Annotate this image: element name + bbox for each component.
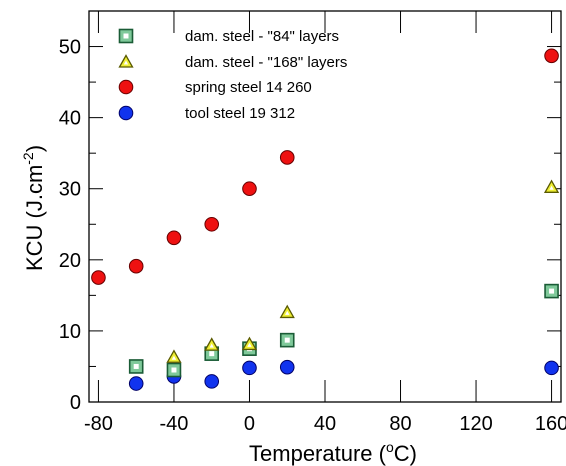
legend-label: spring steel 14 260 xyxy=(185,79,312,96)
data-point xyxy=(544,283,559,299)
data-point xyxy=(242,360,257,376)
y-tick-label: 30 xyxy=(59,179,81,201)
data-point xyxy=(128,359,144,374)
data-point xyxy=(543,179,560,193)
data-point xyxy=(279,332,295,348)
data-point xyxy=(128,376,144,391)
y-axis-title: KCU (J.cm-2) xyxy=(20,145,47,271)
x-tick-label: 40 xyxy=(314,413,336,435)
marker-triangle-center xyxy=(247,342,252,347)
y-tick-label: 20 xyxy=(59,250,81,272)
marker-triangle-center xyxy=(285,310,290,315)
marker-square-center xyxy=(284,337,290,343)
data-point xyxy=(166,230,182,246)
marker-triangle-center xyxy=(209,343,214,348)
legend-label: tool steel 19 312 xyxy=(185,105,295,122)
legend-label: dam. steel - "168" layers xyxy=(185,54,347,71)
data-point xyxy=(166,349,182,363)
marker-triangle-center xyxy=(171,355,177,360)
x-tick-label: 120 xyxy=(459,413,492,435)
y-tick-label: 10 xyxy=(59,321,81,343)
x-tick-label: -80 xyxy=(84,413,113,435)
marker-triangle-center xyxy=(123,60,129,65)
data-point xyxy=(279,359,295,375)
data-point xyxy=(128,258,144,274)
marker-square-center xyxy=(133,363,139,369)
marker-square-center xyxy=(171,367,177,373)
data-point xyxy=(166,362,182,378)
marker-triangle-center xyxy=(549,185,554,190)
data-point xyxy=(204,374,220,389)
data-point xyxy=(91,270,106,285)
data-point xyxy=(279,150,295,165)
legend-marker xyxy=(118,28,134,44)
x-tick-label: -40 xyxy=(160,413,189,435)
data-point xyxy=(242,181,257,197)
data-point xyxy=(204,337,220,351)
legend: dam. steel - "84" layers dam. steel - "16… xyxy=(118,28,347,122)
data-point xyxy=(544,360,559,376)
legend-marker xyxy=(118,54,134,68)
marker-square-center xyxy=(123,33,129,39)
marker-square-center xyxy=(549,288,555,294)
x-tick-label: 160 xyxy=(535,413,566,435)
x-tick-label: 80 xyxy=(389,413,411,435)
ticks: -80 -40 0 40 80 120 160 0 10 20 30 40 50 xyxy=(59,11,566,435)
x-axis-title: Temperature (oC) xyxy=(249,439,417,466)
data-point xyxy=(544,48,559,64)
y-tick-label: 0 xyxy=(70,392,81,414)
legend-marker xyxy=(118,79,134,95)
y-tick-label: 40 xyxy=(59,108,81,130)
data-point xyxy=(279,304,295,319)
x-tick-label: 0 xyxy=(244,413,255,435)
legend-label: dam. steel - "84" layers xyxy=(185,28,339,45)
marker-square-center xyxy=(209,351,215,357)
data-points xyxy=(91,48,560,391)
legend-marker xyxy=(118,105,134,121)
y-tick-label: 50 xyxy=(59,37,81,59)
data-point xyxy=(204,216,220,232)
data-point xyxy=(241,336,258,351)
